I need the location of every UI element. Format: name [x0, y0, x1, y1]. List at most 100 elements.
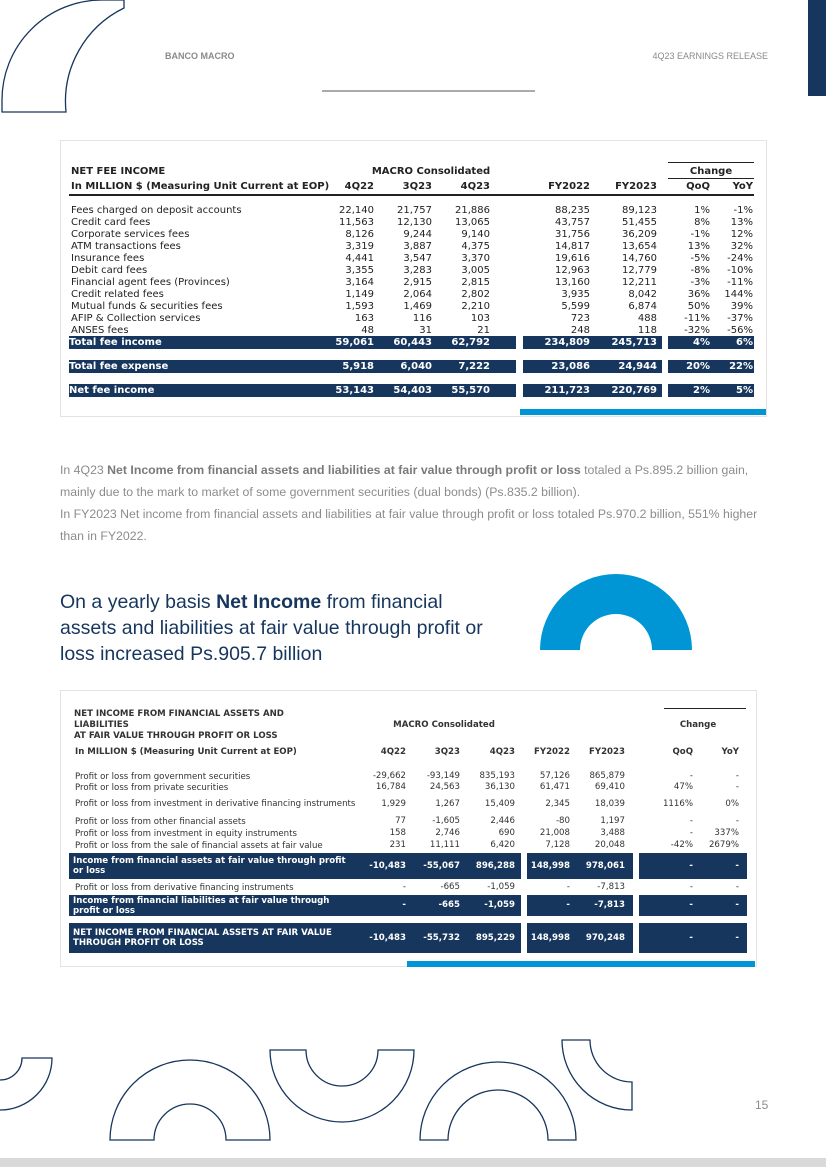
cell-value: -7,813 — [597, 882, 625, 892]
cell-value: -24% — [727, 253, 753, 264]
cell-value: 220,769 — [611, 384, 657, 396]
cell-value: 11,111 — [429, 840, 460, 850]
cell-value: - — [566, 882, 570, 892]
cell-value: -55,067 — [423, 860, 460, 871]
column-header: QoQ — [672, 747, 693, 757]
cell-value: 8,042 — [628, 289, 657, 300]
cell-value: 231 — [389, 840, 406, 850]
total-band — [639, 895, 747, 916]
cell-value: 2,064 — [403, 289, 432, 300]
cell-value: -7,813 — [594, 900, 625, 910]
cell-value: 7,222 — [458, 360, 490, 372]
cell-value: -56% — [727, 325, 753, 336]
cell-value: -11% — [684, 313, 710, 324]
cell-value: 13% — [687, 241, 710, 252]
total-band — [69, 360, 516, 373]
cell-value: 144% — [724, 289, 753, 300]
cell-value: 7,128 — [545, 840, 570, 850]
row-label: AFIP & Collection services — [71, 313, 201, 324]
cell-value: 8,126 — [345, 229, 374, 240]
column-header: YoY — [721, 747, 739, 757]
row-label: Mutual funds & securities fees — [71, 301, 223, 312]
cell-value: 0% — [725, 798, 739, 809]
row-label: Insurance fees — [71, 253, 145, 264]
total-band — [639, 853, 747, 879]
cell-value: 3,319 — [345, 241, 374, 252]
cell-value: - — [735, 932, 739, 943]
cell-value: 21 — [477, 325, 490, 336]
row-label: Profit or loss from derivative financing… — [75, 882, 294, 893]
cell-value: -8% — [690, 265, 710, 276]
total-band — [69, 384, 516, 397]
column-header: 3Q23 — [434, 747, 460, 757]
row-label: Fees charged on deposit accounts — [71, 205, 242, 216]
cell-value: 55,570 — [451, 384, 490, 396]
cell-value: 21,886 — [455, 205, 490, 216]
row-label: Total fee expense — [69, 360, 169, 372]
text: totaled a Ps.895.2 billion gain, mainly … — [60, 463, 749, 499]
column-header: FY2022 — [548, 181, 590, 192]
table-title: NET INCOME FROM FINANCIAL ASSETS AND — [74, 709, 284, 719]
cell-value: - — [735, 882, 739, 892]
cell-value: -665 — [438, 900, 460, 910]
text-bold: Net Income from financial assets and lia… — [107, 463, 581, 477]
cell-value: 2,210 — [461, 301, 490, 312]
column-header: 4Q22 — [380, 747, 406, 757]
cell-value: - — [689, 860, 693, 871]
cell-value: 3,005 — [461, 265, 490, 276]
row-label: Profit or loss from investment in deriva… — [75, 799, 356, 809]
cell-value: 31,756 — [555, 229, 590, 240]
cell-value: 6,040 — [400, 360, 432, 372]
cell-value: 53,143 — [335, 384, 374, 396]
unit-label: In MILLION $ (Measuring Unit Current at … — [75, 747, 297, 757]
footer-arc — [269, 1049, 415, 1123]
cell-value: 20,048 — [594, 840, 625, 850]
cell-value: 36,209 — [622, 229, 657, 240]
cell-value: 31 — [419, 325, 432, 336]
cell-value: 970,248 — [585, 932, 625, 943]
cell-value: - — [402, 882, 406, 892]
cell-value: -5% — [690, 253, 710, 264]
cell-value: -665 — [440, 882, 460, 892]
cell-value: - — [735, 771, 739, 781]
cell-value: -11% — [727, 277, 753, 288]
cell-value: 88,235 — [555, 205, 590, 216]
cell-value: 24,563 — [429, 782, 460, 792]
column-header: 4Q23 — [489, 747, 515, 757]
row-label: Profit or loss from private securities — [75, 782, 229, 793]
cell-value: 54,403 — [393, 384, 432, 396]
cell-value: 5% — [736, 384, 753, 396]
cell-value: -1% — [690, 229, 710, 240]
cell-value: - — [689, 882, 693, 892]
column-header: YoY — [732, 181, 753, 192]
highlight-heading: On a yearly basis Net Income from financ… — [60, 589, 500, 667]
rule — [69, 194, 754, 196]
cell-value: 12% — [730, 229, 753, 240]
cell-value: 5,918 — [342, 360, 374, 372]
total-band — [69, 853, 521, 879]
total-band — [668, 384, 754, 397]
footer-arc — [0, 1057, 53, 1111]
total-band — [527, 853, 633, 879]
cell-value: 1,197 — [600, 816, 625, 826]
cell-value: 48 — [361, 325, 374, 336]
cell-value: 2679% — [708, 840, 739, 850]
total-band — [668, 336, 754, 349]
column-header: 4Q23 — [460, 181, 490, 192]
cell-value: 12,779 — [622, 265, 657, 276]
cell-value: 2% — [693, 384, 710, 396]
top-right-bar — [808, 0, 826, 96]
cell-value: 36,130 — [484, 782, 515, 792]
paragraph: In FY2023 Net income from financial asse… — [60, 503, 770, 547]
cell-value: 234,809 — [544, 336, 590, 348]
cell-value: 4% — [693, 336, 710, 348]
cell-value: -10,483 — [369, 860, 406, 871]
cell-value: 77 — [395, 816, 406, 826]
cell-value: - — [689, 900, 693, 910]
row-label: ANSES fees — [71, 325, 129, 336]
cell-value: 32% — [730, 241, 753, 252]
rule — [668, 162, 754, 163]
cell-value: -1,605 — [432, 816, 460, 826]
cell-value: 3,355 — [345, 265, 374, 276]
page-number: 15 — [755, 1098, 769, 1112]
